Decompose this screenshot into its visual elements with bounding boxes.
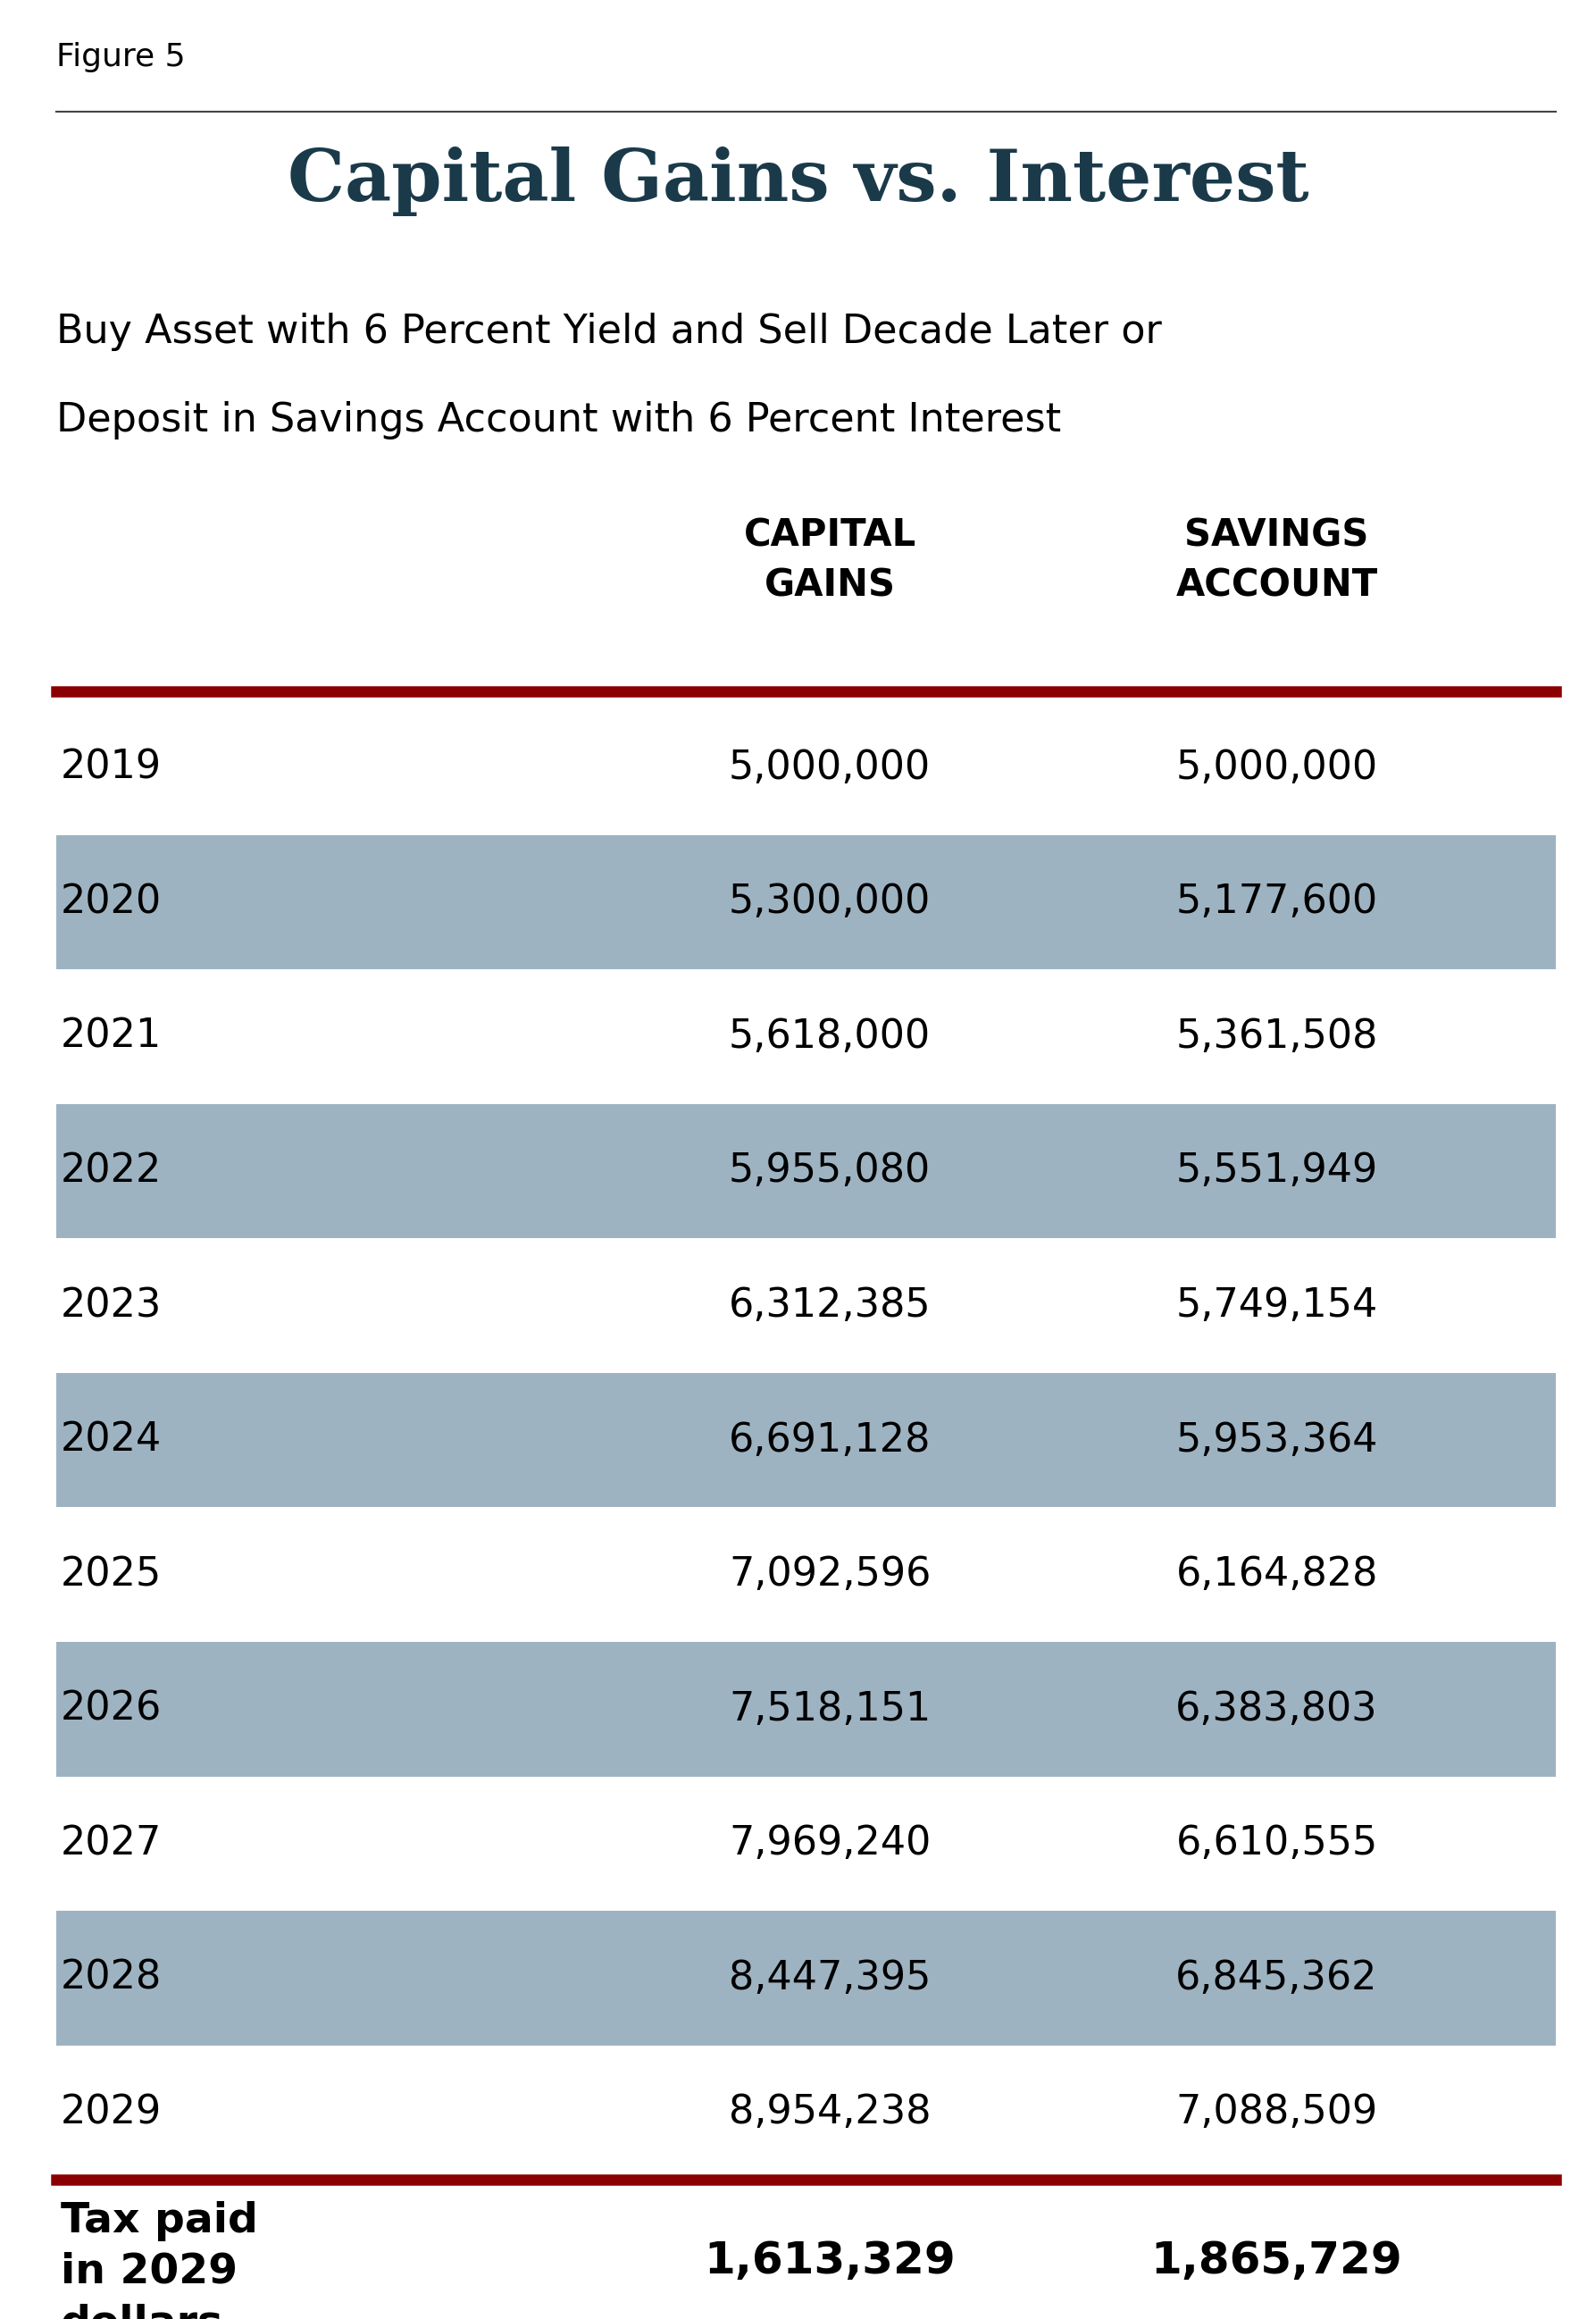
- Bar: [56, 1642, 1556, 1776]
- Text: 7,969,240: 7,969,240: [729, 1825, 930, 1862]
- Text: 8,954,238: 8,954,238: [729, 2094, 930, 2131]
- Text: 7,518,151: 7,518,151: [729, 1691, 930, 1728]
- Text: 6,845,362: 6,845,362: [1176, 1960, 1377, 1997]
- Text: 5,618,000: 5,618,000: [729, 1018, 930, 1055]
- Text: Tax paid
in 2029
dollars: Tax paid in 2029 dollars: [61, 2201, 259, 2319]
- Bar: [56, 1104, 1556, 1238]
- Bar: [56, 1373, 1556, 1507]
- Text: CAPITAL
GAINS: CAPITAL GAINS: [744, 517, 916, 603]
- Text: 6,691,128: 6,691,128: [729, 1422, 930, 1459]
- Text: Buy Asset with 6 Percent Yield and Sell Decade Later or: Buy Asset with 6 Percent Yield and Sell …: [56, 313, 1162, 352]
- Text: Capital Gains vs. Interest: Capital Gains vs. Interest: [287, 146, 1309, 216]
- Text: 5,000,000: 5,000,000: [729, 749, 930, 786]
- Text: 6,312,385: 6,312,385: [729, 1287, 930, 1324]
- Text: 2026: 2026: [61, 1691, 161, 1728]
- Text: 8,447,395: 8,447,395: [729, 1960, 930, 1997]
- Text: 2023: 2023: [61, 1287, 161, 1324]
- Text: 6,164,828: 6,164,828: [1176, 1556, 1377, 1593]
- Text: 2025: 2025: [61, 1556, 161, 1593]
- Text: 1,613,329: 1,613,329: [704, 2240, 956, 2282]
- Text: 2024: 2024: [61, 1422, 161, 1459]
- Text: 2022: 2022: [61, 1153, 161, 1190]
- Text: 5,300,000: 5,300,000: [729, 884, 930, 921]
- Text: 5,361,508: 5,361,508: [1176, 1018, 1377, 1055]
- Text: 2019: 2019: [61, 749, 161, 786]
- Text: 6,383,803: 6,383,803: [1176, 1691, 1377, 1728]
- Text: 5,551,949: 5,551,949: [1176, 1153, 1377, 1190]
- Text: 2020: 2020: [61, 884, 161, 921]
- Text: 5,000,000: 5,000,000: [1176, 749, 1377, 786]
- Text: 2021: 2021: [61, 1018, 161, 1055]
- Text: 1,865,729: 1,865,729: [1151, 2240, 1403, 2282]
- Text: 5,177,600: 5,177,600: [1176, 884, 1377, 921]
- Text: 2027: 2027: [61, 1825, 161, 1862]
- Text: 2028: 2028: [61, 1960, 161, 1997]
- Text: 6,610,555: 6,610,555: [1176, 1825, 1377, 1862]
- Text: 7,088,509: 7,088,509: [1176, 2094, 1377, 2131]
- Bar: [56, 835, 1556, 969]
- Text: SAVINGS
ACCOUNT: SAVINGS ACCOUNT: [1176, 517, 1377, 603]
- Text: Deposit in Savings Account with 6 Percent Interest: Deposit in Savings Account with 6 Percen…: [56, 401, 1061, 441]
- Text: Figure 5: Figure 5: [56, 42, 185, 72]
- Text: 5,955,080: 5,955,080: [729, 1153, 930, 1190]
- Text: 2029: 2029: [61, 2094, 161, 2131]
- Text: 7,092,596: 7,092,596: [729, 1556, 930, 1593]
- Text: 5,749,154: 5,749,154: [1176, 1287, 1377, 1324]
- Bar: [56, 1911, 1556, 2045]
- Text: 5,953,364: 5,953,364: [1176, 1422, 1377, 1459]
